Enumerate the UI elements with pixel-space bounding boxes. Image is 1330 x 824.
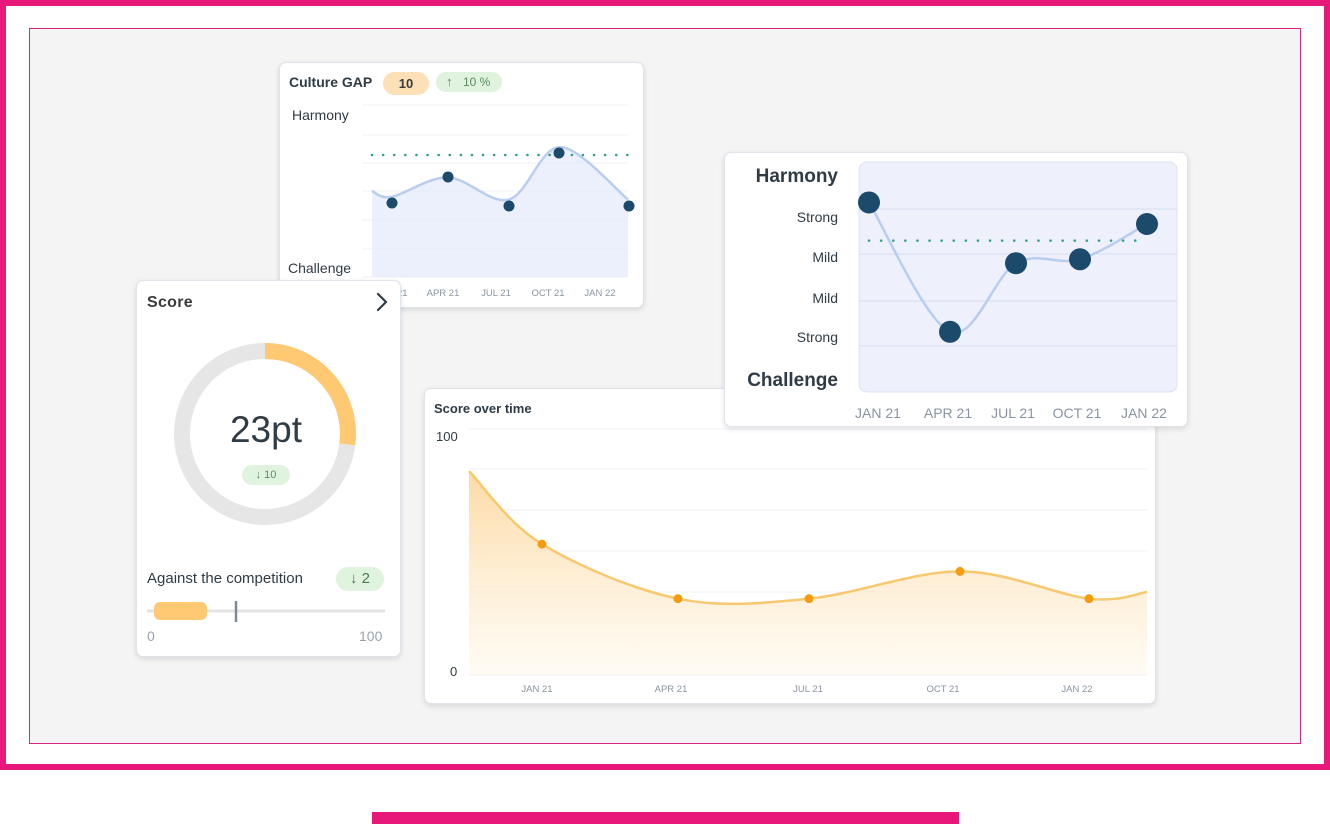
harmony-point[interactable] (1005, 252, 1027, 275)
slider-min-label: 0 (147, 628, 155, 644)
culture-gap-point[interactable] (553, 147, 565, 159)
culture-gap-badge: 10 (383, 72, 429, 95)
harmony-y-label: Strong (797, 209, 838, 225)
culture-gap-x-label: JAN 22 (584, 288, 615, 299)
culture-gap-point[interactable] (623, 200, 635, 212)
score-over-time-chart: 100 0 JAN 21 APR 21 JUL 21 OCT 21 JAN 22 (436, 428, 1148, 695)
score-over-time-card[interactable]: Score over time 100 0 JAN 21 APR 21 JUL 21… (424, 388, 1156, 704)
score-over-time-x-label: JAN 22 (1061, 684, 1092, 695)
culture-gap-x-label: APR 21 (427, 288, 460, 299)
harmony-line (867, 201, 1148, 334)
harmony-point[interactable] (939, 320, 961, 343)
harmony-point[interactable] (858, 191, 880, 214)
score-over-time-point[interactable] (673, 594, 683, 604)
score-over-time-point[interactable] (537, 539, 547, 549)
against-competition-value: 2 (361, 570, 370, 587)
harmony-y-label: Strong (797, 329, 838, 345)
score-title: Score (147, 294, 193, 311)
harmony-x-label: APR 21 (924, 405, 972, 421)
competition-slider-fill (154, 602, 207, 620)
against-competition-pill: ↓ 2 (336, 567, 384, 591)
score-delta-value: 10 (264, 469, 277, 481)
arrow-down-icon: ↓ (255, 469, 265, 481)
score-over-time-x-label: JAN 21 (521, 684, 552, 695)
score-over-time-title: Score over time (434, 401, 532, 416)
arrow-up-icon: ↑ (446, 74, 453, 89)
harmony-y-label: Mild (812, 290, 838, 306)
harmony-x-label: JAN 22 (1121, 405, 1167, 421)
culture-gap-area (372, 147, 628, 277)
score-over-time-point[interactable] (1084, 594, 1094, 604)
culture-gap-y-bottom-label: Challenge (288, 260, 351, 276)
score-over-time-x-label: OCT 21 (926, 684, 959, 695)
harmony-y-label: Harmony (756, 166, 839, 187)
score-over-time-area (469, 471, 1147, 675)
harmony-chart-card[interactable]: Harmony Strong Mild Mild Strong Challenge JAN… (724, 152, 1188, 427)
culture-gap-change-pill: ↑ 10 % (436, 72, 502, 92)
culture-gap-line (371, 145, 629, 202)
culture-gap-change-value: 10 % (463, 75, 491, 89)
score-over-time-x-label: APR 21 (655, 684, 688, 695)
harmony-plot-area (858, 161, 1178, 393)
harmony-chart: Harmony Strong Mild Mild Strong Challenge JAN… (747, 161, 1178, 421)
culture-gap-x-label: JUL 21 (481, 288, 511, 299)
culture-gap-title: Culture GAP (289, 74, 373, 90)
score-card[interactable]: Score 23pt ↓ 10 Against the competition … (136, 280, 401, 657)
harmony-x-label: OCT 21 (1053, 405, 1102, 421)
culture-gap-point[interactable] (442, 171, 454, 183)
harmony-y-label: Challenge (747, 370, 838, 391)
culture-gap-x-label: OCT 21 (531, 288, 564, 299)
score-over-time-point[interactable] (804, 594, 814, 604)
score-over-time-y-max: 100 (436, 429, 458, 444)
slider-max-label: 100 (359, 628, 383, 644)
chevron-right-icon[interactable] (375, 291, 389, 319)
score-value: 23pt (229, 409, 302, 450)
harmony-x-label: JUL 21 (991, 405, 1035, 421)
harmony-x-label: JAN 21 (855, 405, 901, 421)
bottom-accent-bar (372, 812, 959, 824)
culture-gap-y-top-label: Harmony (292, 107, 349, 123)
culture-gap-point[interactable] (503, 200, 515, 212)
score-gauge (147, 343, 385, 622)
against-competition-label: Against the competition (147, 570, 303, 587)
arrow-down-icon: ↓ (349, 570, 362, 587)
score-over-time-x-label: JUL 21 (793, 684, 823, 695)
culture-gap-point[interactable] (386, 197, 398, 209)
score-over-time-y-min: 0 (450, 664, 457, 679)
score-over-time-point[interactable] (955, 566, 965, 576)
score-gauge-progress (264, 343, 356, 446)
harmony-point[interactable] (1136, 213, 1158, 235)
harmony-y-label: Mild (812, 249, 838, 265)
harmony-point[interactable] (1069, 248, 1091, 271)
score-delta-pill: ↓ 10 (242, 465, 290, 485)
